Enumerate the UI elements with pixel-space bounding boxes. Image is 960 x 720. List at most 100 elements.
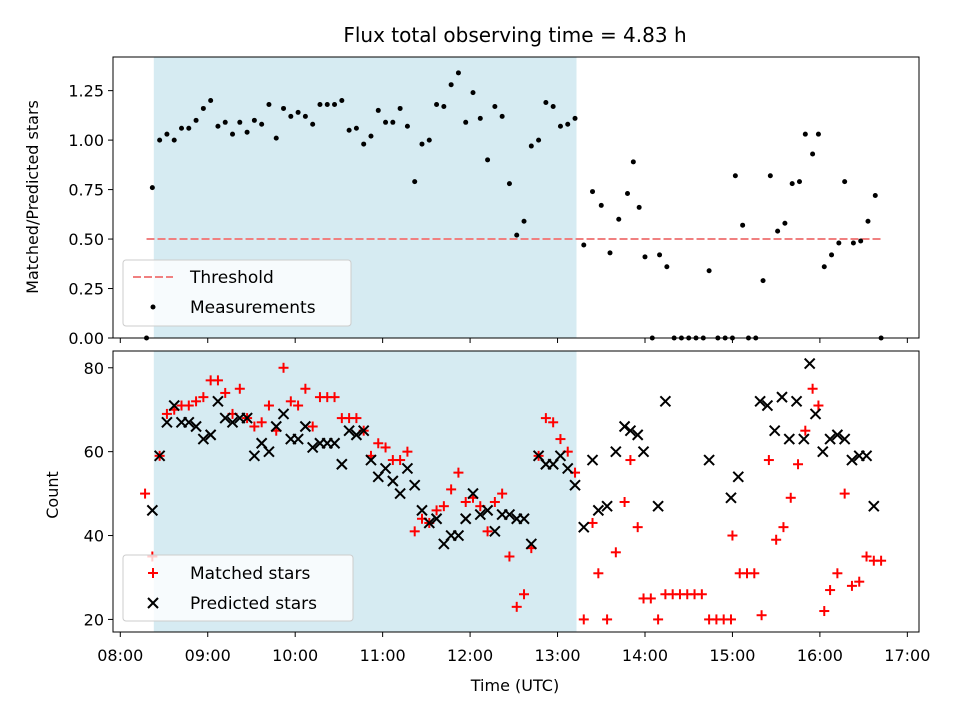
measurements-legend-label: Measurements <box>190 298 316 318</box>
predicted-star-marker <box>578 521 590 533</box>
threshold-legend-label: Threshold <box>189 268 274 288</box>
matched-legend-marker <box>148 568 158 578</box>
measurement-point <box>200 105 206 111</box>
predicted-legend-marker <box>147 597 159 609</box>
measurement-point <box>789 181 795 187</box>
matched-legend-handle <box>148 568 158 578</box>
x-tick-label: 09:00 <box>185 646 231 665</box>
predicted-star-marker <box>624 424 637 437</box>
measurement-point <box>836 240 842 246</box>
predicted-star-marker <box>592 504 605 517</box>
predicted-star-marker <box>270 420 282 433</box>
predicted-star-marker <box>263 445 275 458</box>
bottom-y-axis-label: Count <box>43 471 62 519</box>
measurement-point <box>222 119 228 125</box>
matched-star-marker <box>578 614 589 625</box>
top-legend-box <box>122 259 352 327</box>
bottom-y-ticks: 20 40 60 80 <box>84 359 113 629</box>
matched-star-marker <box>431 505 442 516</box>
measurement-point <box>492 103 498 109</box>
predicted-star-marker <box>394 487 406 500</box>
bottom-axes-frame <box>112 350 920 633</box>
matched-star-marker <box>861 551 872 562</box>
measurement-point <box>664 264 670 270</box>
predicted-star-marker <box>452 529 465 542</box>
matched-star-marker <box>548 417 559 428</box>
predicted-star-marker <box>652 500 664 512</box>
top-legend: Threshold Measurements <box>122 259 352 327</box>
measurement-point <box>616 216 622 222</box>
predicted-star-marker <box>248 450 261 462</box>
predicted-star-marker <box>846 454 858 466</box>
predicted-star-marker <box>768 424 781 437</box>
measurement-point <box>404 123 410 129</box>
bottom-legend: Matched stars Predicted stars <box>122 554 354 622</box>
matched-star-marker <box>293 400 304 411</box>
matched-star-marker <box>725 614 736 625</box>
predicted-star-marker <box>503 508 516 521</box>
predicted-star-marker <box>387 475 399 487</box>
bottom-y-tick-label: 40 <box>84 527 104 546</box>
matched-star-marker <box>446 484 457 495</box>
matched-star-marker <box>504 551 515 562</box>
predicted-star-marker <box>183 416 195 429</box>
measurement-point <box>368 133 374 139</box>
measurements-legend-handle <box>150 304 156 310</box>
measurement-point <box>179 125 185 131</box>
predicted-star-marker <box>467 487 479 500</box>
predicted-star-marker <box>460 513 472 525</box>
predicted-star-marker <box>365 454 377 466</box>
predicted-star-marker <box>601 500 613 512</box>
predicted-star-marker <box>525 538 538 550</box>
matched-star-marker <box>696 589 707 600</box>
matched-star-marker <box>191 396 202 407</box>
top-y-axis-label: Matched/Predicted stars <box>23 100 42 294</box>
predicted-star-marker <box>783 433 795 445</box>
matched-star-marker <box>249 421 260 432</box>
matched-star-marker <box>307 421 318 432</box>
matched-star-marker <box>351 413 362 424</box>
predicted-star-marker <box>817 445 829 458</box>
measurement-point <box>426 137 432 143</box>
measurement-point <box>361 141 367 147</box>
measurement-point <box>317 101 323 107</box>
measurement-point <box>642 254 648 260</box>
measurement-point <box>872 193 878 199</box>
measurement-point <box>302 113 308 119</box>
measurement-point <box>164 131 170 137</box>
matched-star-marker <box>300 383 311 394</box>
predicted-star-marker <box>474 508 486 521</box>
matched-star-marker <box>140 488 151 499</box>
matched-star-marker <box>749 568 760 579</box>
predicted-star-marker <box>204 429 217 441</box>
measurement-point <box>346 127 352 133</box>
predicted-star-marker <box>336 458 348 470</box>
measurement-point <box>821 264 827 270</box>
measurement-point <box>550 103 556 109</box>
matched-star-marker <box>212 375 223 386</box>
predicted-star-marker <box>659 395 672 408</box>
predicted-star-markers <box>146 357 880 550</box>
measurement-point <box>657 252 663 258</box>
predicted-legend-handle <box>147 597 159 609</box>
predicted-star-marker <box>226 416 239 429</box>
x-tick-label: 11:00 <box>360 646 406 665</box>
predicted-star-marker <box>343 424 355 437</box>
measurement-point <box>829 252 835 258</box>
predicted-star-marker <box>790 395 803 408</box>
matched-star-marker <box>220 387 231 398</box>
measurement-point <box>266 101 272 107</box>
measurement-point <box>383 119 389 125</box>
predicted-star-marker <box>554 450 567 462</box>
measurement-point <box>815 131 821 137</box>
measurement-point <box>419 141 425 147</box>
measurement-point <box>499 113 505 119</box>
matched-star-marker <box>771 534 782 545</box>
matched-star-marker <box>373 438 384 449</box>
predicted-star-marker <box>430 513 443 525</box>
matched-star-marker <box>763 455 774 466</box>
matched-star-marker <box>263 400 274 411</box>
measurement-point <box>230 131 236 137</box>
measurement-point <box>470 90 476 96</box>
measurement-point <box>397 105 403 111</box>
